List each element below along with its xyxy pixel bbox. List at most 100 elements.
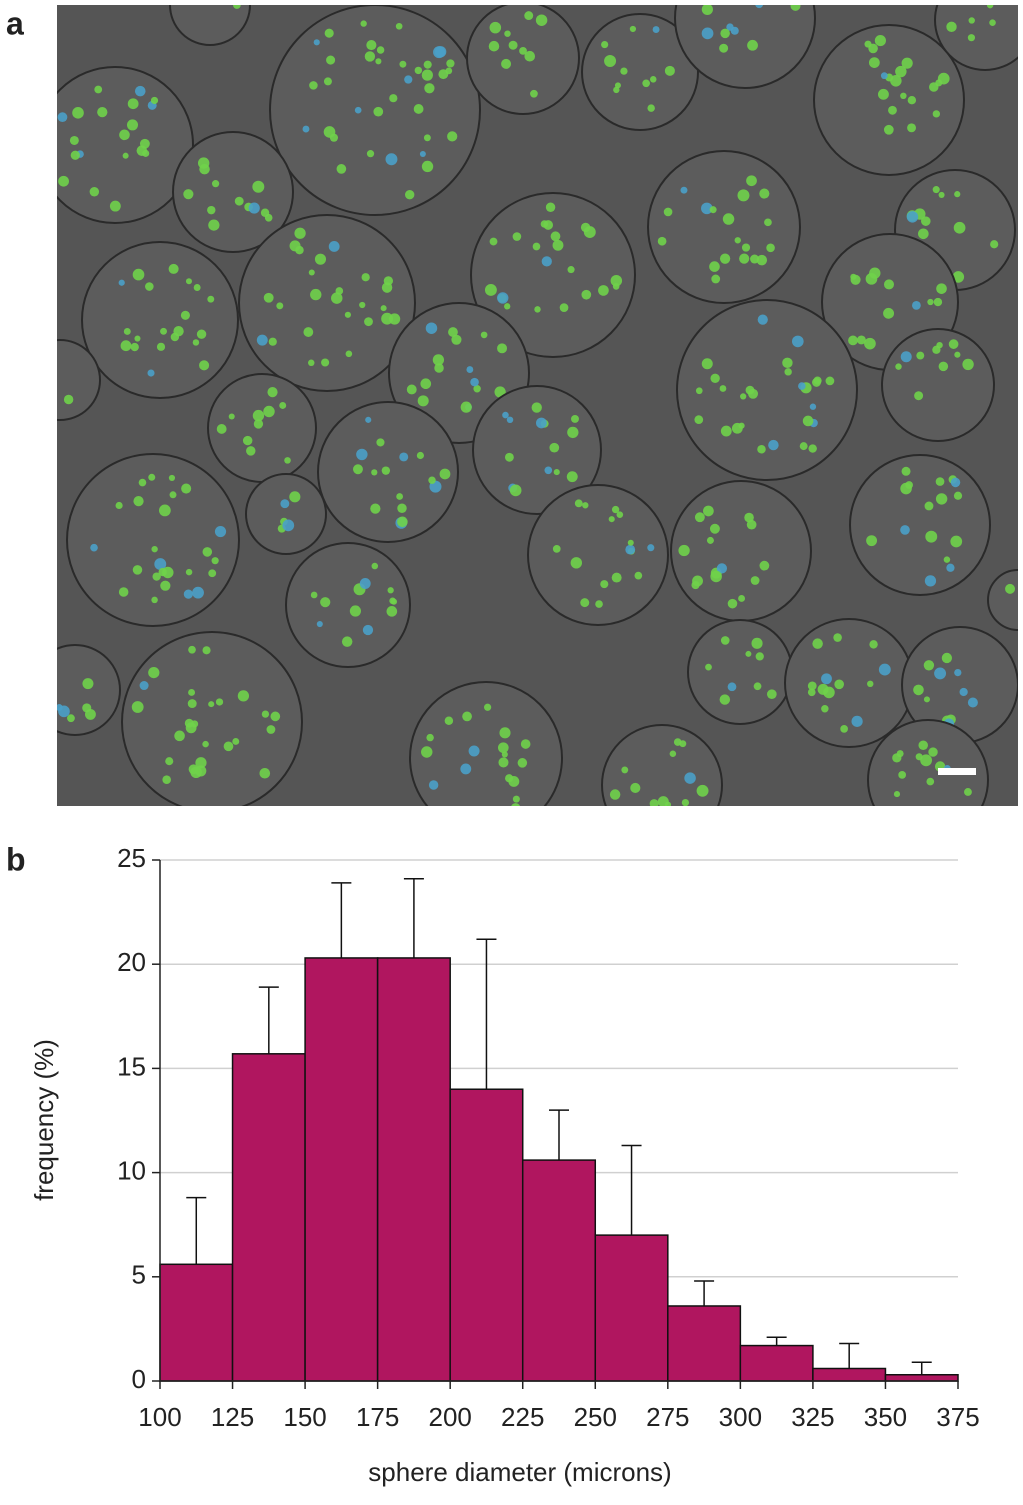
cell xyxy=(44,687,50,693)
cell xyxy=(193,284,201,292)
microsphere xyxy=(57,644,121,736)
cell xyxy=(203,0,213,4)
cell xyxy=(168,474,176,482)
error-bar xyxy=(403,878,424,958)
cell xyxy=(954,191,961,198)
cell xyxy=(941,652,953,664)
cell xyxy=(799,442,808,451)
cell xyxy=(990,240,999,249)
cell xyxy=(851,715,863,727)
cell xyxy=(131,701,144,713)
cell xyxy=(380,305,387,312)
cell xyxy=(232,738,240,745)
cell xyxy=(370,503,381,514)
cell xyxy=(162,566,174,579)
cell xyxy=(127,98,139,110)
cell xyxy=(82,703,92,713)
y-tick-label: 10 xyxy=(117,1155,146,1185)
y-axis-label: frequency (%) xyxy=(29,1039,59,1201)
bar xyxy=(739,1344,814,1382)
cell xyxy=(207,205,216,215)
cell xyxy=(414,66,423,75)
cell xyxy=(920,754,933,767)
cell xyxy=(647,104,655,112)
cell xyxy=(924,501,934,511)
cell xyxy=(279,401,287,409)
bar xyxy=(812,1367,887,1382)
cell xyxy=(216,424,227,434)
cell xyxy=(90,543,98,552)
cell xyxy=(328,241,340,252)
cell xyxy=(550,231,561,242)
cell xyxy=(745,385,755,395)
cell xyxy=(893,791,901,798)
cell xyxy=(929,82,939,92)
cell xyxy=(694,415,704,425)
cell xyxy=(134,335,141,342)
cell xyxy=(504,303,511,310)
cell xyxy=(720,28,730,39)
cell xyxy=(921,216,931,226)
cell xyxy=(598,285,609,296)
cell xyxy=(914,391,924,401)
x-tick-label: 350 xyxy=(864,1402,907,1432)
cell xyxy=(757,314,768,325)
cell xyxy=(965,0,974,5)
cell xyxy=(583,226,596,238)
cell xyxy=(864,337,876,350)
cell xyxy=(192,339,200,346)
microsphere xyxy=(285,542,411,668)
bar xyxy=(231,1053,306,1382)
cell xyxy=(310,591,318,599)
cell xyxy=(417,395,429,407)
cell xyxy=(691,580,700,590)
cell xyxy=(544,466,553,475)
cell xyxy=(489,21,502,34)
cell xyxy=(423,60,432,69)
cell xyxy=(424,83,435,94)
cell xyxy=(447,131,458,142)
cell xyxy=(63,394,74,405)
cell xyxy=(696,784,709,797)
cell xyxy=(316,621,323,628)
cell xyxy=(574,499,583,508)
cell xyxy=(719,43,729,53)
cell xyxy=(611,572,622,583)
cell xyxy=(928,747,938,757)
micrograph-content xyxy=(44,0,1018,806)
cell xyxy=(389,94,398,103)
microsphere xyxy=(57,339,101,421)
x-tick-label: 300 xyxy=(719,1402,762,1432)
cell xyxy=(234,196,244,206)
cell xyxy=(710,373,720,383)
cell xyxy=(924,575,937,587)
cell xyxy=(918,228,929,240)
cell xyxy=(67,714,75,723)
cell xyxy=(185,278,192,285)
error-bar xyxy=(911,1361,932,1375)
cell xyxy=(833,633,842,642)
cell xyxy=(549,442,560,453)
cell xyxy=(517,758,528,768)
cell xyxy=(649,76,657,83)
cell xyxy=(880,72,888,80)
cell xyxy=(252,409,265,422)
cell xyxy=(156,342,166,351)
cell xyxy=(817,683,829,695)
cell xyxy=(703,505,714,517)
cell xyxy=(959,687,968,697)
cell xyxy=(935,477,945,486)
cell xyxy=(731,422,743,434)
cell xyxy=(901,57,913,69)
cell xyxy=(261,710,270,718)
cell xyxy=(181,483,192,494)
cell xyxy=(866,535,878,547)
microsphere xyxy=(245,473,327,555)
cell xyxy=(898,771,907,779)
panel-label: b xyxy=(6,841,26,877)
cell xyxy=(840,725,848,733)
microsphere xyxy=(849,454,991,596)
cell xyxy=(199,360,210,371)
cell xyxy=(755,5,764,9)
error-bar xyxy=(694,1280,715,1306)
